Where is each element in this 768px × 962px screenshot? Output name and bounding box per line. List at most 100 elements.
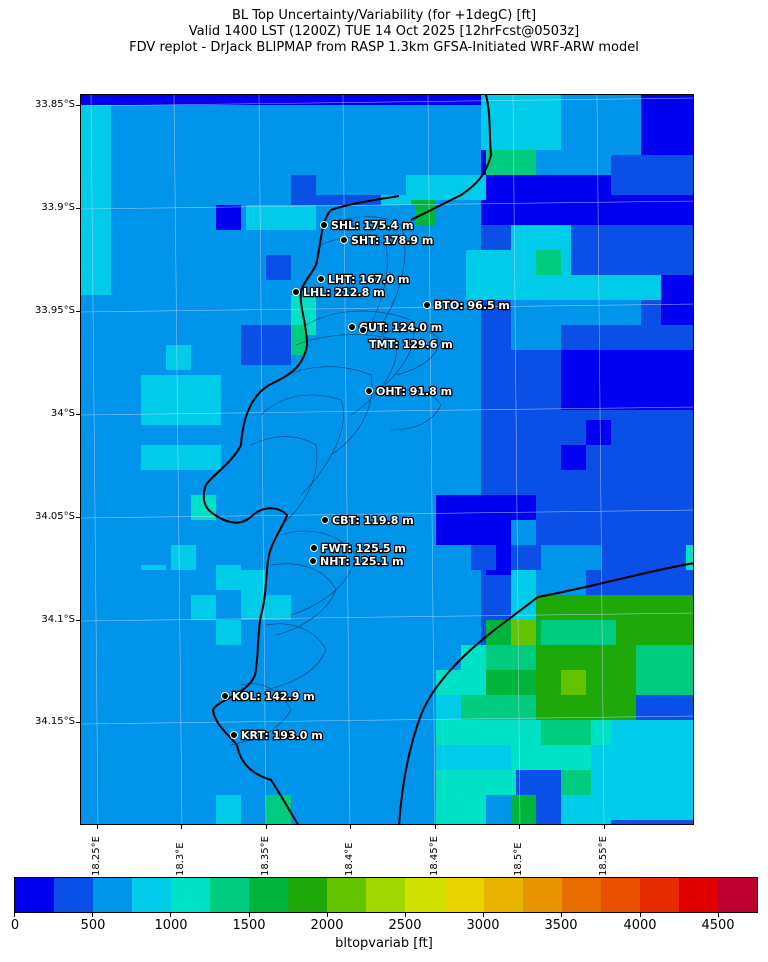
field-cell	[481, 95, 561, 150]
field-cell	[611, 720, 693, 745]
colorbar-tick	[718, 913, 719, 917]
lon-tick	[350, 825, 351, 829]
graticule-lat-33.85	[81, 97, 693, 107]
lon-tick	[266, 825, 267, 829]
lat-label-34.1: 34.1°S	[41, 614, 75, 625]
lon-tick	[181, 825, 182, 829]
colorbar-label-4000: 4000	[623, 918, 657, 933]
colorbar-segment	[483, 878, 523, 912]
field-cell	[461, 645, 486, 670]
contour-line	[230, 683, 292, 746]
station-label-cbt: CBT: 119.8 m	[332, 514, 414, 527]
field-cell	[486, 670, 536, 695]
field-cell	[141, 375, 221, 425]
lat-label-34.15: 34.15°S	[35, 716, 75, 727]
field-cell	[216, 620, 241, 645]
field-cell	[586, 420, 611, 445]
field-cell	[191, 595, 216, 620]
field-cell	[436, 670, 486, 695]
lon-tick	[604, 825, 605, 829]
colorbar-tick	[483, 913, 484, 917]
lon-label-18.45: 18.45°E	[429, 836, 440, 876]
lon-label-18.3: 18.3°E	[175, 842, 186, 876]
coastline-and-boundaries	[202, 95, 693, 824]
field-cell	[291, 325, 306, 355]
graticule-lat-34.05	[81, 509, 693, 519]
variability-cells	[81, 95, 693, 824]
station-marker-shl	[320, 221, 328, 229]
colorbar-segment	[327, 878, 367, 912]
field-cell	[561, 445, 586, 470]
colorbar-title: bltopvariab [ft]	[335, 936, 433, 951]
station-marker-kol	[221, 692, 229, 700]
graticule	[81, 95, 693, 824]
colorbar-segment	[210, 878, 250, 912]
graticule-lat-33.95	[81, 303, 693, 313]
colorbar-segment	[171, 878, 211, 912]
graticule-lat-34.15	[81, 715, 693, 725]
graticule-lat-34	[81, 406, 693, 416]
coastline	[202, 195, 400, 824]
colorbar-label-0: 0	[10, 918, 20, 933]
field-cell	[616, 620, 693, 645]
field-cell	[511, 570, 536, 595]
field-cell	[511, 795, 536, 824]
field-cell	[316, 205, 416, 250]
field-cell	[486, 645, 536, 670]
graticule-lat-34.1	[81, 612, 693, 622]
colorbar-tick	[561, 913, 562, 917]
station-marker-nht	[309, 557, 317, 565]
field-cell	[511, 620, 536, 645]
colorbar-tick	[170, 913, 171, 917]
field-cell	[536, 595, 693, 620]
lat-tick	[76, 311, 80, 312]
chart-title: BL Top Uncertainty/Variability (for +1de…	[0, 8, 768, 56]
contour-line	[250, 436, 318, 526]
colorbar-segment	[639, 878, 679, 912]
coastline-north	[410, 95, 493, 221]
field-cell	[561, 95, 641, 155]
field-cell	[511, 520, 536, 545]
contour-line	[260, 394, 344, 496]
contour-line	[390, 389, 442, 431]
lon-tick	[519, 825, 520, 829]
station-label-sht: SHT: 178.9 m	[351, 234, 433, 247]
field-cell	[216, 795, 241, 824]
lon-tick	[97, 825, 98, 829]
lon-label-18.5: 18.5°E	[513, 842, 524, 876]
lat-label-34: 34°S	[50, 408, 75, 419]
lat-tick	[76, 208, 80, 209]
contour-line	[330, 216, 406, 326]
field-cell	[561, 350, 693, 410]
station-label-bto: BTO: 96.5 m	[434, 299, 510, 312]
field-cell	[486, 795, 511, 824]
field-cell	[416, 250, 466, 275]
colorbar-segment	[405, 878, 445, 912]
field-cell	[561, 670, 586, 695]
colorbar-tick	[327, 913, 328, 917]
field-cell	[561, 770, 591, 795]
contour-line	[380, 328, 442, 376]
station-marker-sht	[340, 236, 348, 244]
colorbar-segment	[15, 878, 55, 912]
district-boundary	[398, 562, 693, 824]
field-cell	[266, 255, 291, 280]
colorbar-label-3500: 3500	[544, 918, 578, 933]
lon-label-18.4: 18.4°E	[344, 842, 355, 876]
graticule-lon-18.55	[596, 95, 605, 824]
lat-tick	[76, 620, 80, 621]
field-cell	[436, 720, 541, 745]
lon-label-18.25: 18.25°E	[91, 836, 102, 876]
lon-tick	[435, 825, 436, 829]
contour-line	[295, 334, 398, 416]
colorbar-tick	[14, 913, 15, 917]
colorbar-segment	[249, 878, 289, 912]
contour-line	[270, 563, 337, 636]
field-cell	[316, 150, 406, 195]
graticule-lon-18.45	[427, 95, 436, 824]
colorbar-label-4500: 4500	[701, 918, 735, 933]
station-label-shl: SHL: 175.4 m	[331, 219, 413, 232]
title-line-2: Valid 1400 LST (1200Z) TUE 14 Oct 2025 […	[188, 24, 580, 39]
lat-tick	[76, 105, 80, 106]
field-cell	[486, 150, 536, 175]
